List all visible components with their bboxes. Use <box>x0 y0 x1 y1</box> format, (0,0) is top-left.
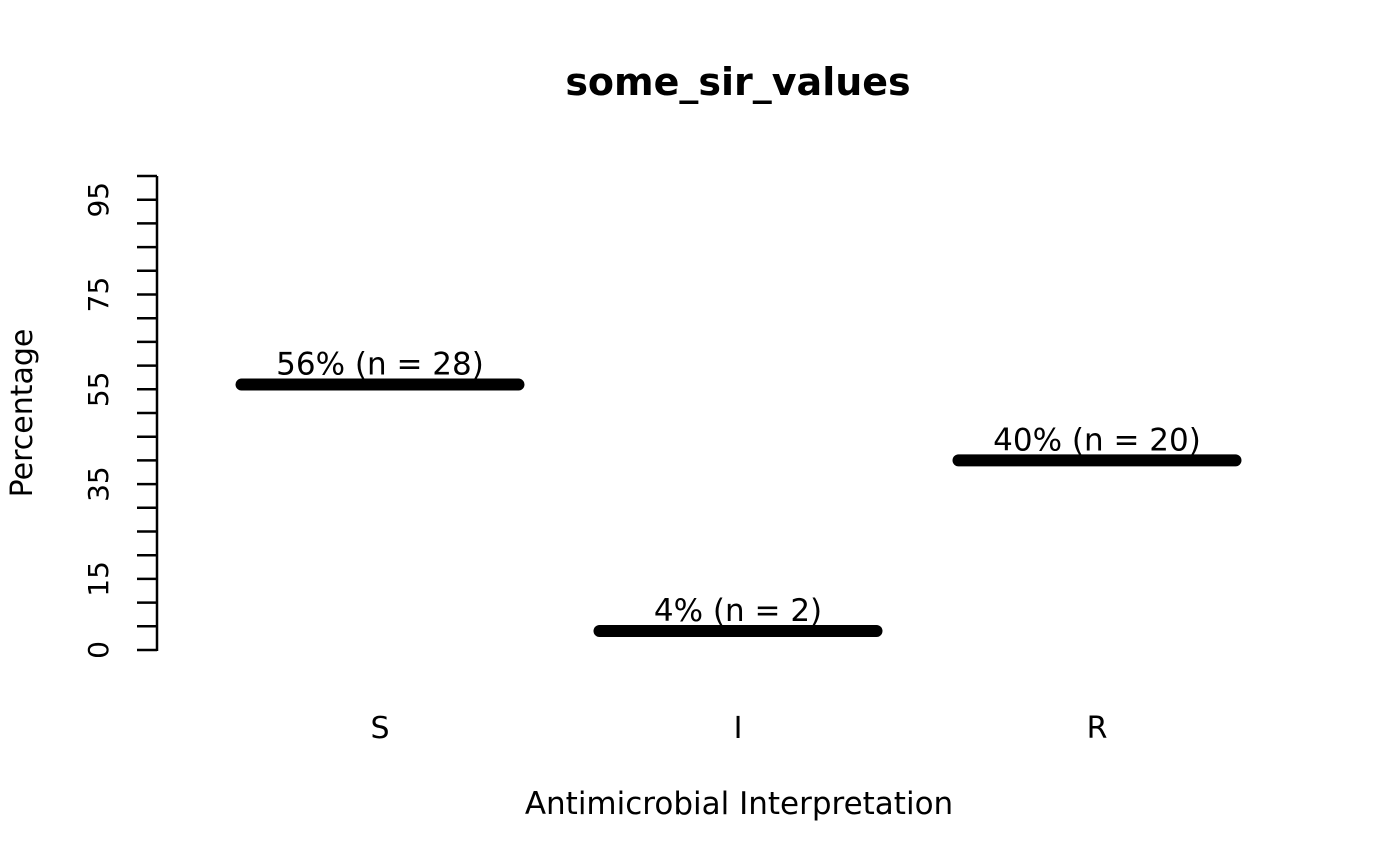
y-axis <box>137 174 159 652</box>
x-axis-label: Antimicrobial Interpretation <box>525 786 953 822</box>
y-tick-label: 75 <box>82 277 115 313</box>
y-tick-label: 95 <box>82 182 115 218</box>
category-label-r: R <box>1087 711 1108 746</box>
y-tick-label: 35 <box>82 466 115 502</box>
category-label-s: S <box>370 711 389 746</box>
bar-label-s: 56% (n = 28) <box>276 347 484 383</box>
chart-title: some_sir_values <box>565 60 910 104</box>
category-label-i: I <box>734 711 743 746</box>
y-tick-labels: 0 15 35 55 75 95 <box>82 182 115 659</box>
y-tick-label: 15 <box>82 561 115 597</box>
bar-labels: 56% (n = 28) 4% (n = 2) 40% (n = 20) <box>276 347 1201 629</box>
y-tick-label: 0 <box>82 641 115 659</box>
y-tick-label: 55 <box>82 371 115 407</box>
y-axis-label: Percentage <box>5 329 40 498</box>
bars <box>235 378 1242 638</box>
bar-label-i: 4% (n = 2) <box>654 593 822 629</box>
bar-label-r: 40% (n = 20) <box>993 422 1201 458</box>
